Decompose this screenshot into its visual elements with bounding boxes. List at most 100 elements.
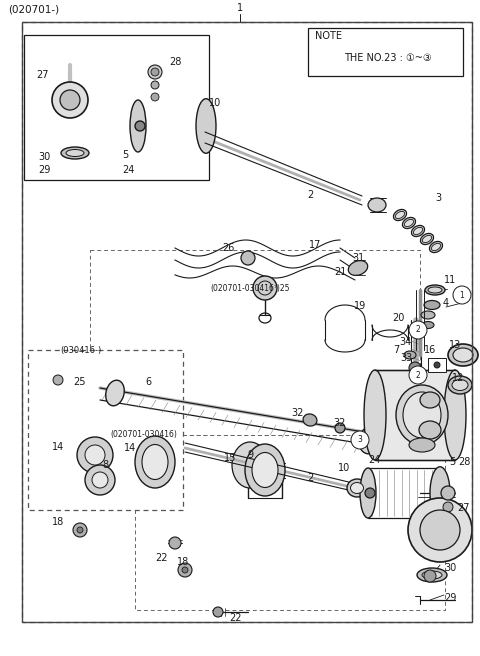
Text: 32: 32 bbox=[292, 408, 304, 418]
Circle shape bbox=[241, 251, 255, 265]
Ellipse shape bbox=[360, 468, 376, 518]
Ellipse shape bbox=[413, 228, 422, 235]
Circle shape bbox=[434, 362, 440, 368]
Circle shape bbox=[151, 93, 159, 101]
Circle shape bbox=[420, 510, 460, 550]
Circle shape bbox=[443, 502, 453, 512]
Ellipse shape bbox=[424, 300, 440, 310]
Text: 12: 12 bbox=[452, 373, 464, 383]
Text: 14: 14 bbox=[52, 442, 64, 452]
Ellipse shape bbox=[411, 226, 424, 237]
Text: 22: 22 bbox=[229, 613, 241, 623]
Text: 32: 32 bbox=[334, 418, 346, 428]
Text: (020701-030416⁷)25: (020701-030416⁷)25 bbox=[210, 283, 289, 293]
Ellipse shape bbox=[232, 442, 268, 488]
Circle shape bbox=[85, 445, 105, 465]
Text: 22: 22 bbox=[156, 553, 168, 563]
Ellipse shape bbox=[448, 344, 478, 366]
Bar bbox=[24, 35, 209, 180]
Text: 31: 31 bbox=[352, 253, 364, 263]
Text: 34: 34 bbox=[399, 337, 411, 347]
Text: 15: 15 bbox=[224, 453, 236, 463]
Text: 1: 1 bbox=[237, 3, 243, 13]
Text: 1: 1 bbox=[460, 291, 464, 300]
Text: 6: 6 bbox=[145, 377, 151, 387]
Circle shape bbox=[135, 121, 145, 131]
Text: 2: 2 bbox=[307, 473, 313, 483]
Text: 19: 19 bbox=[354, 301, 366, 311]
Circle shape bbox=[182, 567, 188, 573]
Text: 10: 10 bbox=[338, 463, 350, 473]
Text: 2: 2 bbox=[307, 190, 313, 200]
Ellipse shape bbox=[422, 321, 434, 329]
Ellipse shape bbox=[403, 392, 441, 438]
Ellipse shape bbox=[453, 348, 473, 362]
Text: NOTE: NOTE bbox=[315, 31, 342, 41]
Ellipse shape bbox=[245, 444, 285, 496]
Circle shape bbox=[85, 465, 115, 495]
Text: THE NO.23 : ①~③: THE NO.23 : ①~③ bbox=[344, 53, 432, 63]
Circle shape bbox=[151, 81, 159, 89]
Ellipse shape bbox=[335, 423, 345, 433]
Text: 27: 27 bbox=[36, 70, 48, 80]
Text: (020701-): (020701-) bbox=[8, 5, 59, 15]
Text: 2: 2 bbox=[416, 371, 420, 380]
Bar bbox=[375, 370, 455, 460]
Ellipse shape bbox=[402, 217, 416, 228]
Circle shape bbox=[351, 431, 369, 449]
Ellipse shape bbox=[396, 385, 448, 445]
Text: 25: 25 bbox=[74, 377, 86, 387]
Ellipse shape bbox=[368, 198, 386, 212]
Ellipse shape bbox=[405, 219, 414, 226]
Circle shape bbox=[409, 321, 427, 339]
Ellipse shape bbox=[421, 311, 435, 319]
Bar bbox=[90, 250, 420, 435]
Circle shape bbox=[77, 437, 113, 473]
Ellipse shape bbox=[409, 438, 435, 452]
Circle shape bbox=[151, 68, 159, 76]
Text: 28: 28 bbox=[458, 457, 470, 467]
Ellipse shape bbox=[130, 100, 146, 152]
Ellipse shape bbox=[394, 209, 407, 220]
Ellipse shape bbox=[135, 436, 175, 488]
Circle shape bbox=[178, 563, 192, 577]
Circle shape bbox=[441, 486, 455, 500]
Circle shape bbox=[77, 527, 83, 533]
Ellipse shape bbox=[142, 445, 168, 480]
Text: 14: 14 bbox=[124, 443, 136, 453]
Text: 9: 9 bbox=[247, 450, 253, 460]
Text: 21: 21 bbox=[334, 267, 346, 277]
Ellipse shape bbox=[396, 211, 405, 218]
Circle shape bbox=[73, 523, 87, 537]
Ellipse shape bbox=[430, 467, 450, 520]
Circle shape bbox=[148, 65, 162, 79]
Text: 33: 33 bbox=[400, 353, 412, 363]
Ellipse shape bbox=[419, 421, 441, 439]
Bar bbox=[135, 435, 445, 610]
Circle shape bbox=[53, 375, 63, 385]
Circle shape bbox=[92, 472, 108, 488]
Text: 18: 18 bbox=[52, 517, 64, 527]
Text: 10: 10 bbox=[209, 98, 221, 108]
Text: (020701-030416): (020701-030416) bbox=[110, 430, 177, 440]
Circle shape bbox=[169, 537, 181, 549]
Circle shape bbox=[408, 498, 472, 562]
Ellipse shape bbox=[106, 380, 124, 406]
Bar bbox=[308, 28, 463, 76]
Ellipse shape bbox=[428, 287, 442, 293]
Bar bbox=[428, 358, 446, 372]
Ellipse shape bbox=[252, 453, 278, 487]
Circle shape bbox=[409, 362, 421, 374]
Ellipse shape bbox=[444, 370, 466, 460]
Text: 29: 29 bbox=[444, 593, 456, 603]
Ellipse shape bbox=[359, 426, 381, 454]
Text: 8: 8 bbox=[102, 460, 108, 470]
Text: 27: 27 bbox=[457, 503, 470, 513]
Ellipse shape bbox=[422, 571, 442, 579]
Text: 30: 30 bbox=[38, 152, 50, 162]
Text: 5: 5 bbox=[122, 150, 128, 160]
Text: 17: 17 bbox=[309, 240, 321, 250]
Ellipse shape bbox=[420, 392, 440, 408]
Ellipse shape bbox=[417, 568, 447, 582]
Text: 4: 4 bbox=[443, 298, 449, 308]
